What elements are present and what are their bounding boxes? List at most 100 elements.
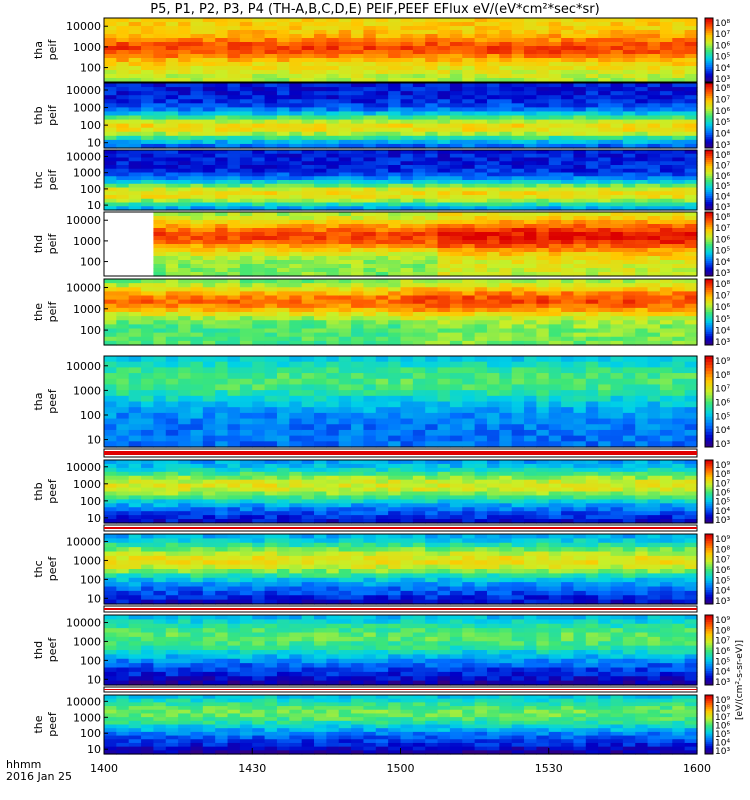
heatmap-cell [165, 283, 179, 288]
heatmap-cell [202, 401, 216, 408]
heatmap-cell [301, 212, 315, 217]
heatmap-cell [363, 139, 377, 145]
heatmap-cell [684, 268, 698, 273]
heatmap-cell [190, 429, 204, 437]
heatmap-cell [598, 176, 612, 181]
heatmap-cell [684, 78, 698, 83]
heatmap-cell [573, 58, 587, 63]
heatmap-cell [301, 143, 315, 149]
heatmap-cell [314, 30, 327, 35]
heatmap-cell [511, 62, 525, 67]
colorbar-segment [705, 73, 713, 77]
heatmap-cell [672, 115, 686, 121]
heatmap-cell [227, 232, 241, 237]
heatmap-cell [412, 312, 426, 317]
heatmap-cell [153, 390, 167, 397]
heatmap-cell [400, 107, 414, 113]
heatmap-cell [190, 187, 204, 192]
heatmap-cell [252, 70, 266, 75]
heatmap-cell [165, 495, 179, 500]
heatmap-cell [511, 216, 525, 221]
heatmap-cell [227, 206, 241, 211]
heatmap-cell [375, 240, 389, 245]
heatmap-cell [499, 161, 513, 166]
heatmap-cell [227, 367, 241, 374]
heatmap-cell [536, 429, 550, 437]
heatmap-cell [215, 191, 229, 196]
heatmap-cell [388, 46, 402, 51]
heatmap-cell [585, 224, 599, 229]
heatmap-cell [264, 407, 278, 414]
heatmap-cell [486, 395, 500, 403]
heatmap-cell [104, 367, 117, 374]
heatmap-cell [486, 307, 500, 313]
colorbar-segment [705, 298, 713, 302]
heatmap-cell [128, 435, 142, 442]
heatmap-cell [215, 176, 229, 181]
heatmap-cell [659, 38, 673, 43]
heatmap-cell [363, 26, 377, 31]
heatmap-cell [264, 123, 278, 129]
heatmap-cell [128, 441, 142, 448]
heatmap-cell [474, 157, 488, 162]
colorbar-segment [705, 188, 713, 191]
heatmap-cell [215, 475, 229, 481]
heatmap-cell [462, 418, 476, 425]
heatmap-cell [276, 390, 290, 397]
heatmap-cell [449, 115, 463, 121]
heatmap-cell [128, 361, 142, 368]
heatmap-cell [635, 180, 649, 185]
heatmap-cell [351, 139, 365, 145]
heatmap-cell [511, 312, 525, 317]
heatmap-cell [239, 336, 253, 342]
heatmap-cell [511, 295, 525, 301]
heatmap-cell [239, 287, 253, 292]
heatmap-cell [215, 50, 229, 55]
heatmap-cell [548, 228, 562, 233]
heatmap-cell [400, 220, 414, 225]
heatmap-cell [622, 157, 636, 162]
heatmap-cell [672, 143, 686, 149]
heatmap-cell [276, 401, 290, 408]
heatmap-cell [128, 356, 142, 363]
heatmap-cell [524, 429, 537, 437]
heatmap-cell [598, 150, 612, 155]
heatmap-cell [375, 320, 389, 325]
heatmap-cell [301, 30, 315, 35]
heatmap-cell [141, 103, 155, 108]
heatmap-cell [437, 287, 451, 292]
heatmap-cell [486, 62, 500, 67]
heatmap-cell [474, 91, 488, 96]
heatmap-cell [252, 340, 266, 346]
heatmap-cell [635, 324, 649, 330]
heatmap-cell [598, 50, 612, 55]
heatmap-cell [128, 316, 142, 321]
heatmap-cell [659, 395, 673, 403]
heatmap-cell [524, 316, 537, 321]
heatmap-cell [301, 119, 315, 125]
heatmap-cell [326, 295, 340, 301]
heatmap-cell [276, 407, 290, 414]
heatmap-cell [486, 268, 500, 273]
heatmap-cell [647, 22, 661, 27]
heatmap-cell [338, 412, 352, 420]
heatmap-cell [561, 26, 575, 31]
heatmap-cell [190, 153, 204, 159]
heatmap-cell [474, 324, 488, 330]
heatmap-cell [412, 384, 426, 391]
heatmap-cell [388, 62, 402, 67]
heatmap-cell [264, 435, 278, 442]
heatmap-cell [215, 78, 229, 83]
heatmap-cell [104, 127, 117, 133]
heatmap-cell [499, 441, 513, 448]
heatmap-cell [165, 507, 179, 512]
heatmap-cell [622, 176, 636, 181]
colorbar-segment [705, 434, 713, 439]
heatmap-cell [338, 187, 352, 192]
heatmap-cell [289, 139, 303, 145]
colorbar-segment [705, 431, 713, 436]
heatmap-cell [153, 224, 167, 229]
heatmap-cell [622, 50, 636, 55]
heatmap-cell [449, 119, 463, 125]
heatmap-cell [141, 180, 155, 185]
